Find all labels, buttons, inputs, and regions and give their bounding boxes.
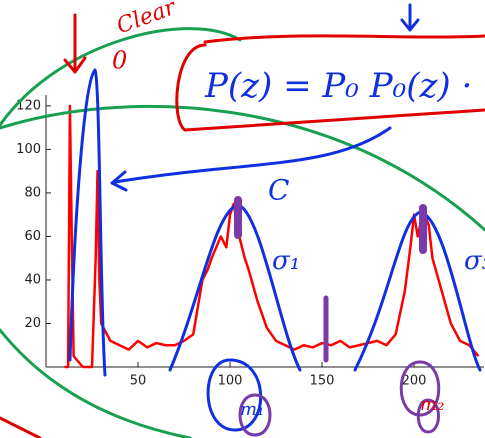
y-tick-label: 100: [16, 142, 41, 157]
red-line: [63, 13, 87, 74]
red-line: [203, 34, 485, 44]
green-arc: [0, 328, 192, 438]
blue-arrow: [400, 3, 420, 32]
x-tick-label: 100: [218, 374, 243, 389]
data-line: [64, 104, 480, 369]
purple-circle: [399, 360, 441, 434]
plot-area: 20 40 60 80 100 120 50 100 150 200: [16, 95, 484, 389]
red-bracket: [175, 43, 485, 132]
purple-circle: [238, 393, 272, 437]
annotation: σ₁: [272, 246, 300, 276]
annotation: m₂: [420, 394, 444, 415]
purple-mark: [234, 196, 427, 254]
y-tick-label: 20: [24, 316, 41, 331]
blue-fit: [68, 68, 107, 377]
y-tick-label: 60: [24, 229, 41, 244]
green-arc: [0, 27, 242, 127]
annotation: P(z) = P₀ P₀(z) ·: [204, 66, 472, 106]
blue-circle: [206, 358, 263, 432]
x-tick-label: 50: [130, 374, 147, 389]
annotation: m₁: [240, 399, 264, 420]
blue-marker: [313, 400, 331, 417]
y-tick-label: 120: [16, 98, 41, 113]
x-tick-label: 200: [402, 374, 427, 389]
annotation: C: [268, 174, 289, 207]
green-arc: [0, 104, 485, 232]
blue-arrow: [110, 126, 392, 192]
x-tick-label: 150: [310, 374, 335, 389]
annotation: σ₃: [464, 246, 485, 276]
red-line: [0, 416, 42, 438]
y-tick-label: 40: [24, 272, 41, 287]
annotation: 0: [112, 47, 127, 75]
y-tick-label: 80: [24, 185, 41, 200]
